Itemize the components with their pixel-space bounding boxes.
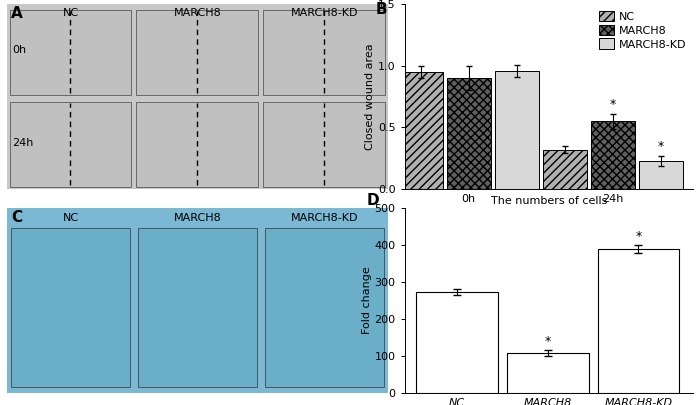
Bar [591, 122, 635, 189]
Text: NC: NC [62, 213, 78, 223]
Title: The numbers of cells: The numbers of cells [491, 196, 607, 206]
Bar [10, 228, 130, 387]
Text: 0h: 0h [12, 45, 26, 55]
Bar [447, 78, 491, 189]
Text: D: D [367, 193, 379, 208]
Text: *: * [545, 335, 551, 347]
Bar [263, 10, 385, 95]
Bar [136, 102, 258, 188]
Bar [138, 228, 257, 387]
Bar [639, 161, 683, 189]
Bar [263, 102, 385, 188]
Bar [507, 353, 589, 393]
Text: B: B [376, 2, 387, 17]
Y-axis label: Fold change: Fold change [362, 266, 372, 334]
Bar [10, 10, 132, 95]
Bar [598, 249, 680, 393]
Text: MARCH8: MARCH8 [174, 213, 221, 223]
Text: NC: NC [62, 8, 78, 18]
Bar [542, 150, 587, 189]
Bar [398, 72, 442, 189]
Y-axis label: Closed wound area: Closed wound area [365, 43, 375, 150]
Text: A: A [10, 6, 22, 21]
Text: 24h: 24h [12, 138, 34, 148]
Bar [265, 228, 384, 387]
Text: MARCH8-KD: MARCH8-KD [290, 213, 358, 223]
Bar [136, 10, 258, 95]
Text: *: * [636, 230, 642, 243]
Bar [416, 292, 498, 393]
Text: *: * [610, 98, 616, 111]
Text: C: C [10, 209, 22, 224]
Legend: NC, MARCH8, MARCH8-KD: NC, MARCH8, MARCH8-KD [598, 10, 687, 51]
Text: *: * [658, 141, 664, 153]
Bar [10, 102, 132, 188]
Text: MARCH8-KD: MARCH8-KD [290, 8, 358, 18]
Bar [495, 71, 539, 189]
Text: MARCH8: MARCH8 [174, 8, 221, 18]
